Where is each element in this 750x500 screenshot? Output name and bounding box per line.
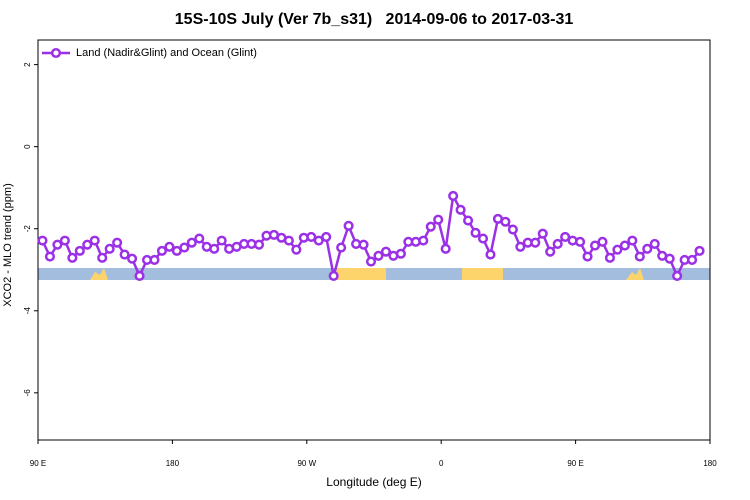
data-point	[343, 220, 354, 231]
data-point	[433, 214, 444, 225]
data-point	[649, 238, 660, 249]
data-point	[336, 242, 347, 253]
data-point	[619, 240, 630, 251]
data-point	[515, 241, 526, 252]
data-point	[418, 235, 429, 246]
data-point	[604, 252, 615, 263]
data-point	[74, 245, 85, 256]
data-point	[179, 242, 190, 253]
data-point	[537, 228, 548, 239]
y-axis-label: XCO2 - MLO trend (ppm)	[2, 183, 14, 306]
data-point	[127, 253, 138, 264]
data-point	[283, 235, 294, 246]
data-point	[253, 239, 265, 250]
data-point	[89, 235, 100, 246]
x-tick-label: 0	[439, 459, 444, 468]
x-tick-label: 180	[166, 459, 180, 468]
x-tick-label: 180	[703, 459, 717, 468]
data-point	[216, 235, 227, 246]
data-point	[134, 270, 145, 281]
data-point	[485, 249, 496, 260]
data-point	[52, 239, 63, 250]
data-point	[328, 270, 339, 281]
data-point	[194, 233, 205, 244]
data-point	[59, 235, 70, 246]
data-point	[395, 248, 406, 259]
data-point	[582, 251, 593, 262]
data-point	[365, 256, 377, 267]
data-point	[380, 246, 391, 257]
y-tick-label: 2	[23, 62, 32, 67]
data-point	[552, 238, 563, 249]
legend-label: Land (Nadir&Glint) and Ocean (Glint)	[76, 47, 257, 59]
data-point	[82, 239, 93, 250]
data-point	[642, 243, 653, 254]
data-point	[291, 244, 302, 255]
data-point	[470, 227, 481, 238]
data-point	[597, 236, 608, 247]
land-band	[626, 268, 644, 280]
land-band	[462, 268, 503, 280]
land-band	[336, 268, 386, 280]
data-point	[530, 237, 541, 248]
data-point	[186, 237, 197, 248]
data-point	[627, 235, 638, 246]
data-point	[321, 231, 332, 242]
data-point	[612, 244, 623, 255]
data-point	[425, 221, 436, 232]
data-point	[687, 254, 698, 265]
data-point	[500, 216, 511, 227]
data-point	[149, 254, 160, 265]
surface-band	[38, 268, 710, 280]
data-point	[358, 239, 369, 250]
data-point	[634, 251, 645, 262]
data-point	[560, 231, 571, 242]
data-point	[156, 245, 167, 256]
legend-marker	[50, 47, 62, 59]
data-point	[112, 237, 123, 248]
data-point	[664, 253, 675, 264]
data-point	[440, 243, 451, 254]
data-point	[545, 246, 556, 257]
x-tick-label: 90 E	[30, 459, 46, 468]
data-point	[448, 190, 459, 201]
data-point	[119, 249, 130, 260]
x-axis-label: Longitude (deg E)	[326, 475, 421, 489]
data-point	[589, 240, 601, 251]
chart-title: 15S-10S July (Ver 7b_s31) 2014-09-06 to …	[175, 11, 574, 28]
plot-frame	[37, 39, 711, 441]
y-tick-label: 0	[23, 144, 32, 149]
data-point	[575, 236, 586, 247]
y-tick-label: -6	[23, 389, 32, 397]
land-band	[90, 268, 108, 280]
data-point	[306, 231, 317, 242]
data-point	[37, 235, 48, 246]
y-tick-label: -2	[23, 225, 32, 233]
data-point	[463, 215, 474, 226]
data-point	[672, 270, 683, 281]
data-point	[67, 252, 78, 263]
data-point	[477, 233, 489, 244]
y-tick-label: -4	[23, 307, 32, 315]
data-point	[694, 245, 705, 256]
data-point	[104, 243, 115, 254]
data-point	[455, 204, 466, 215]
data-point	[164, 241, 175, 252]
data-point	[209, 243, 220, 254]
data-point	[44, 251, 55, 262]
data-point	[97, 252, 108, 263]
data-point	[373, 250, 384, 261]
x-tick-label: 90 W	[297, 459, 316, 468]
x-tick-label: 90 E	[567, 459, 583, 468]
data-point	[507, 224, 518, 235]
data-point	[313, 235, 324, 246]
